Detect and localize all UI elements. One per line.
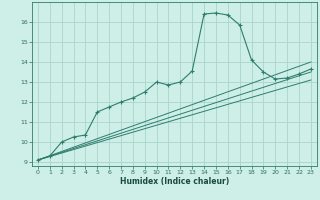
X-axis label: Humidex (Indice chaleur): Humidex (Indice chaleur) bbox=[120, 177, 229, 186]
